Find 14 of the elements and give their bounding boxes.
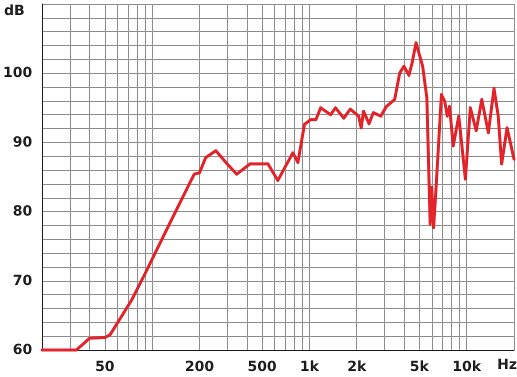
- x-tick-label: 200: [184, 359, 214, 375]
- x-tick-label: 1k: [300, 359, 320, 375]
- y-tick-label: 90: [12, 134, 32, 150]
- x-axis-title: Hz: [497, 357, 517, 373]
- x-tick-label: 50: [95, 359, 115, 375]
- x-tick-label: 500: [247, 359, 277, 375]
- x-tick-label: 2k: [347, 359, 367, 375]
- y-axis-title: dB: [4, 3, 25, 19]
- y-tick-label: 60: [12, 342, 32, 358]
- y-tick-label: 80: [12, 204, 32, 220]
- y-tick-label: 70: [12, 272, 32, 289]
- x-tick-label: 5k: [410, 359, 430, 375]
- y-tick-label: 100: [2, 65, 32, 82]
- x-tick-label: 10k: [452, 359, 482, 375]
